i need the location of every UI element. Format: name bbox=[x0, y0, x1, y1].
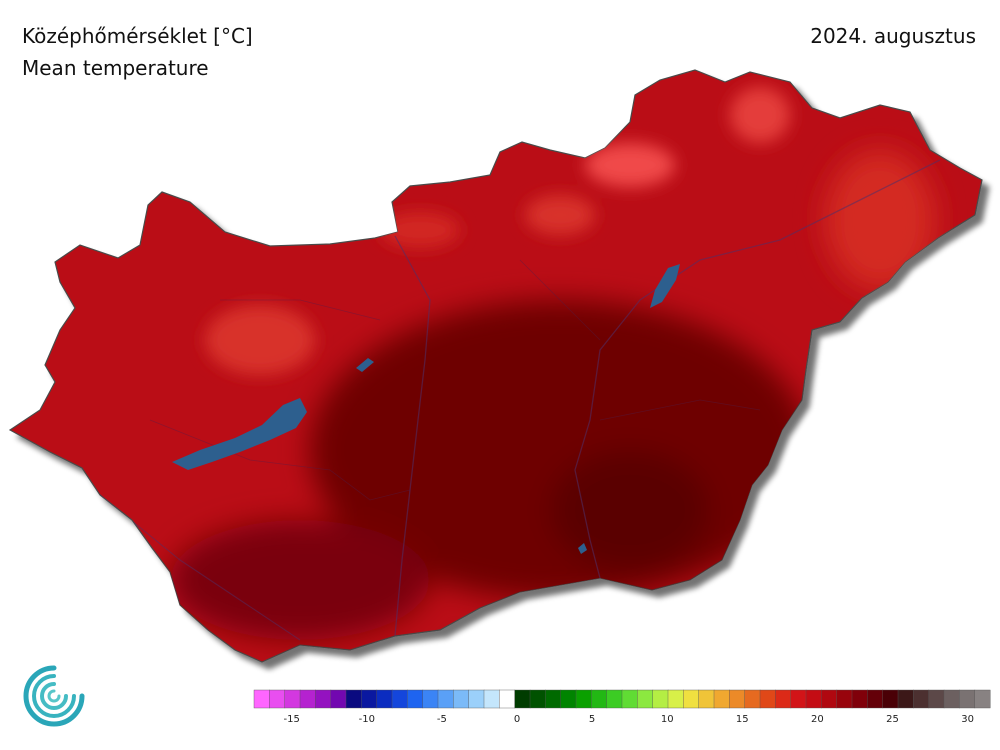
legend-cell bbox=[437, 689, 454, 709]
hot-zone-southwest bbox=[170, 520, 430, 640]
river-danube bbox=[394, 235, 431, 637]
legend-cell bbox=[483, 689, 500, 709]
legend-cell bbox=[805, 689, 822, 709]
legend-cell bbox=[422, 689, 439, 709]
lake-velence bbox=[356, 358, 374, 372]
legend-cell bbox=[667, 689, 684, 709]
legend-cell bbox=[468, 689, 485, 709]
legend-cell bbox=[637, 689, 654, 709]
lake-balaton bbox=[172, 398, 307, 470]
legend-cell bbox=[790, 689, 807, 709]
legend-cell bbox=[529, 689, 546, 709]
legend-cell bbox=[821, 689, 838, 709]
legend-cell bbox=[851, 689, 868, 709]
legend-tick-label: -5 bbox=[437, 714, 447, 725]
legend-cell bbox=[284, 689, 301, 709]
warm-zone-east bbox=[825, 150, 935, 290]
legend-tick-label: -15 bbox=[284, 714, 300, 725]
legend-cell bbox=[652, 689, 669, 709]
legend-cell bbox=[928, 689, 945, 709]
met-service-logo-icon bbox=[23, 665, 85, 727]
title-english: Mean temperature bbox=[22, 56, 209, 80]
legend-cell bbox=[621, 689, 638, 709]
legend-cell bbox=[836, 689, 853, 709]
legend-cell bbox=[391, 689, 408, 709]
legend-cell bbox=[299, 689, 316, 709]
legend-cell bbox=[683, 689, 700, 709]
county-lines bbox=[149, 259, 761, 501]
legend-cell bbox=[913, 689, 930, 709]
legend-cell bbox=[361, 689, 378, 709]
legend-tick-label: 15 bbox=[736, 714, 749, 725]
legend-cell bbox=[897, 689, 914, 709]
river-drava bbox=[99, 494, 301, 641]
legend-cell bbox=[943, 689, 960, 709]
legend-cell bbox=[499, 689, 516, 709]
legend-cell bbox=[959, 689, 976, 709]
title-hungarian: Középhőmérséklet [°C] bbox=[22, 24, 253, 48]
legend-cell bbox=[606, 689, 623, 709]
legend-cell bbox=[575, 689, 592, 709]
legend-cell bbox=[729, 689, 746, 709]
legend-cell bbox=[407, 689, 424, 709]
cool-zone-borzsony bbox=[525, 195, 595, 235]
legend-tick-label: 30 bbox=[961, 714, 974, 725]
hot-zone-south bbox=[550, 450, 710, 570]
legend-tick-label: 5 bbox=[589, 714, 595, 725]
legend-cell bbox=[560, 689, 577, 709]
legend-cell bbox=[775, 689, 792, 709]
legend-tick-label: -10 bbox=[359, 714, 375, 725]
cool-zone-bakony bbox=[205, 305, 315, 375]
temperature-map bbox=[8, 69, 983, 663]
date-label: 2024. augusztus bbox=[810, 24, 976, 48]
lake-feherto bbox=[578, 543, 587, 554]
legend-cell bbox=[345, 689, 362, 709]
legend-cell bbox=[453, 689, 470, 709]
legend-tick-label: 25 bbox=[886, 714, 899, 725]
legend-cell bbox=[315, 689, 332, 709]
cool-zone-bukk bbox=[730, 87, 790, 143]
legend-cell bbox=[514, 689, 531, 709]
legend-cell bbox=[330, 689, 347, 709]
legend-cell bbox=[269, 689, 286, 709]
legend-cell bbox=[591, 689, 608, 709]
temperature-legend: -15 -10 -5 0 5 10 15 20 25 30 bbox=[253, 689, 991, 725]
legend-tick-label: 20 bbox=[811, 714, 824, 725]
legend-cell bbox=[713, 689, 730, 709]
legend-cell bbox=[759, 689, 776, 709]
legend-cell bbox=[744, 689, 761, 709]
cool-zone-matra bbox=[585, 143, 675, 187]
legend-cell bbox=[376, 689, 393, 709]
legend-cell bbox=[867, 689, 884, 709]
legend-tick-label: 10 bbox=[661, 714, 674, 725]
cool-zone-danube-bend bbox=[380, 212, 460, 248]
legend-cell bbox=[545, 689, 562, 709]
legend-cell bbox=[974, 689, 991, 709]
legend-cell bbox=[698, 689, 715, 709]
legend-tick-label: 0 bbox=[514, 714, 520, 725]
river-tisza bbox=[574, 159, 941, 579]
legend-cell bbox=[253, 689, 270, 709]
lake-tisza bbox=[650, 264, 680, 308]
legend-cell bbox=[882, 689, 899, 709]
